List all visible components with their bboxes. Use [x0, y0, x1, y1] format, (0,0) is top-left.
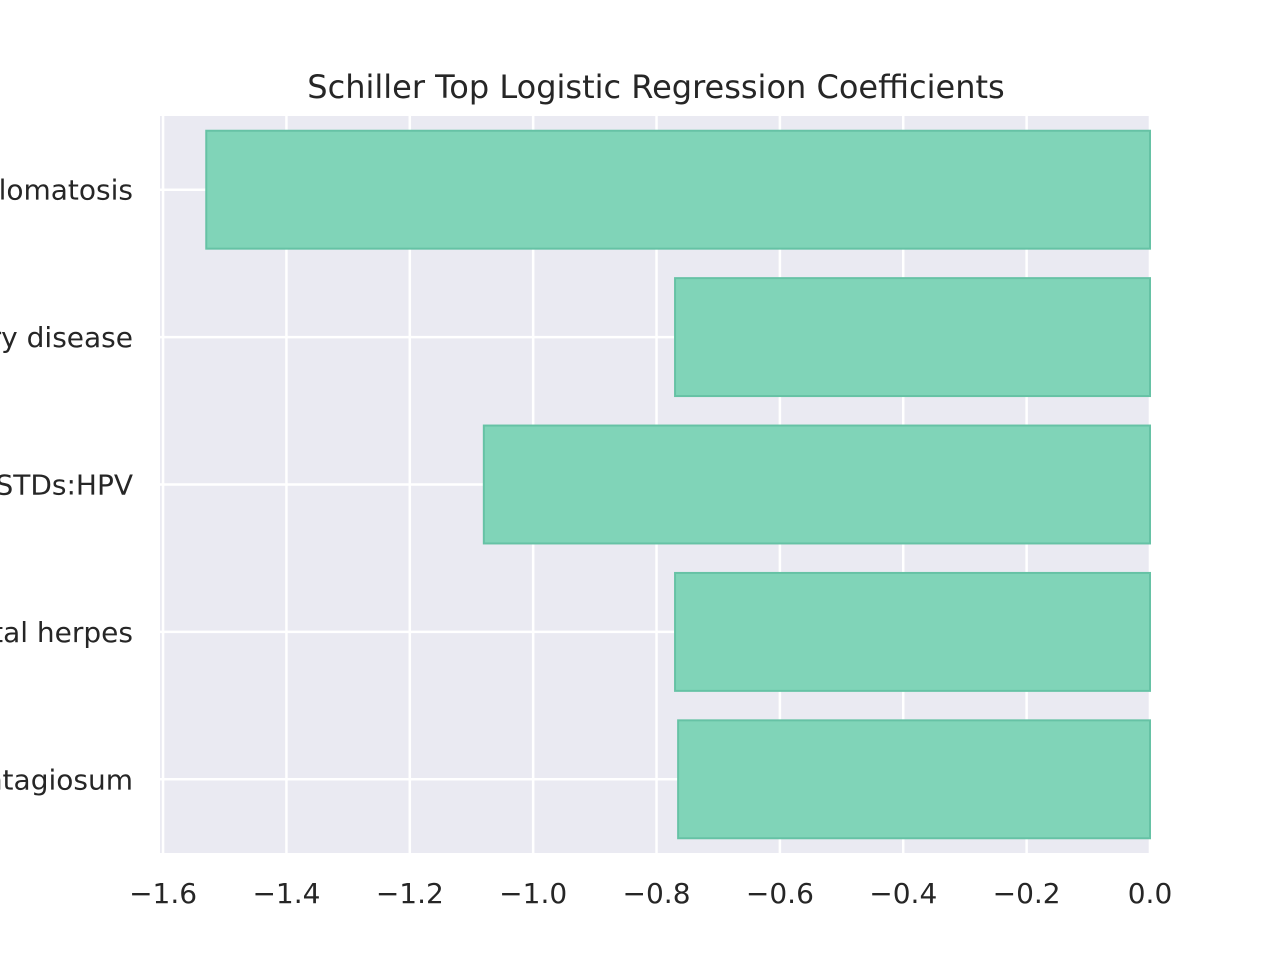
x-tick-label: −0.2: [993, 877, 1061, 910]
bar: [677, 719, 1152, 840]
y-tick-label: ntagiosum: [0, 763, 133, 796]
x-tick-label: −1.6: [129, 877, 197, 910]
x-tick-label: 0.0: [1128, 877, 1173, 910]
bar: [674, 571, 1152, 692]
bars: [205, 129, 1152, 840]
bar: [674, 277, 1152, 398]
x-tick-label: −0.8: [623, 877, 691, 910]
y-tick-label: ry disease: [0, 321, 133, 354]
bar: [205, 129, 1152, 250]
x-tick-label: −1.2: [376, 877, 444, 910]
y-tick-label: ylomatosis: [0, 174, 133, 207]
x-tick-labels: −1.6 −1.4 −1.2 −1.0 −0.8 −0.6 −0.4 −0.2 0.0: [129, 877, 1172, 910]
x-tick-label: −1.4: [252, 877, 320, 910]
x-tick-label: −0.6: [746, 877, 814, 910]
y-tick-labels: ylomatosis ry disease STDs:HPV tal herpes nt…: [0, 174, 133, 797]
y-tick-label: tal herpes: [0, 616, 133, 649]
y-tick-label: STDs:HPV: [0, 469, 133, 502]
chart-title: Schiller Top Logistic Regression Coeffic…: [307, 68, 1004, 106]
x-tick-label: −0.4: [869, 877, 937, 910]
bar: [482, 424, 1151, 545]
x-tick-label: −1.0: [499, 877, 567, 910]
